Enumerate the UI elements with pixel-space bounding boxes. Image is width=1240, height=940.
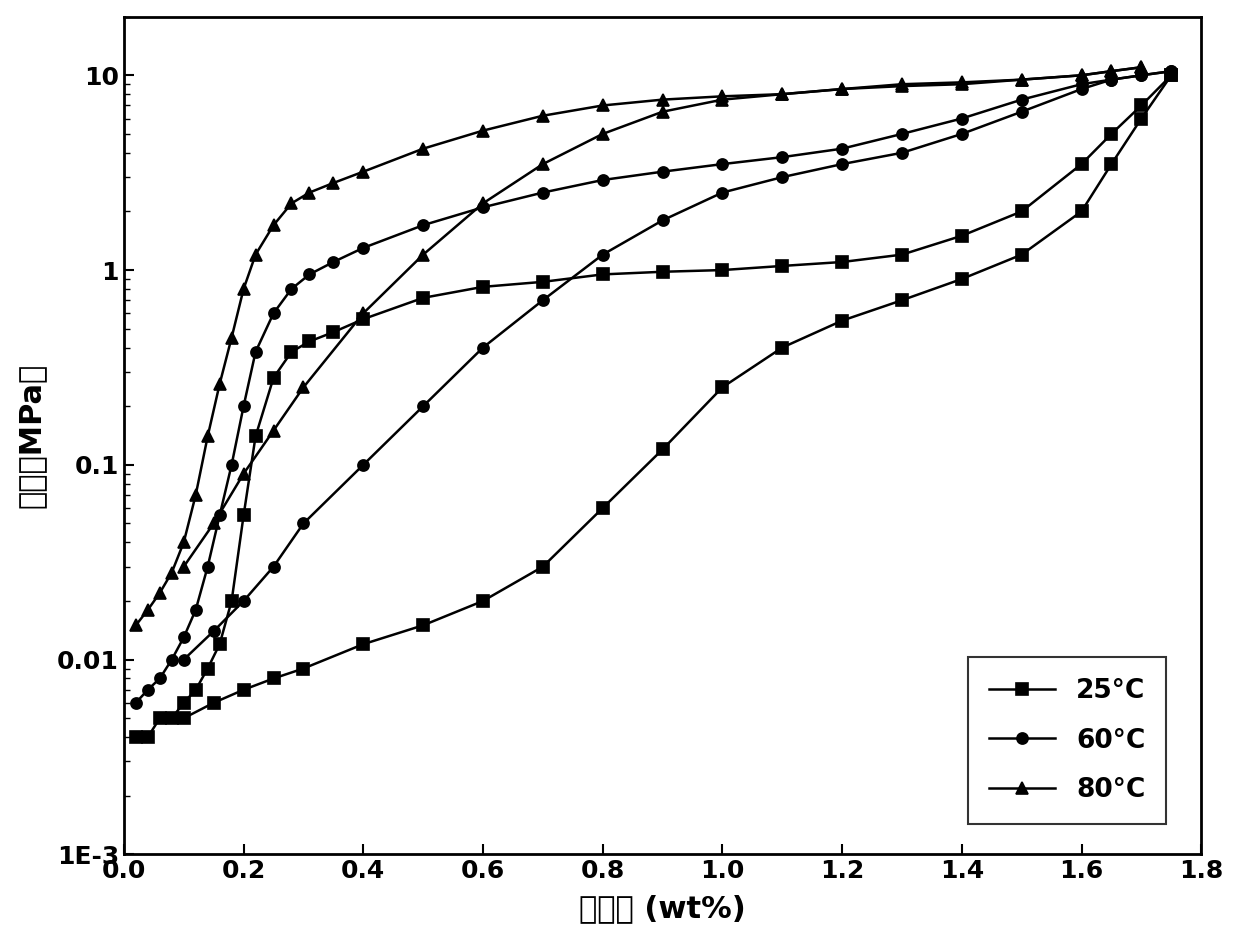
60°C bbox=[715, 159, 730, 170]
80°C bbox=[1133, 62, 1148, 73]
80°C bbox=[212, 379, 227, 390]
80°C bbox=[153, 588, 167, 599]
25°C bbox=[536, 276, 551, 288]
25°C bbox=[224, 595, 239, 606]
25°C bbox=[236, 509, 250, 521]
25°C bbox=[1133, 100, 1148, 111]
25°C bbox=[212, 638, 227, 650]
80°C bbox=[775, 88, 790, 100]
25°C bbox=[140, 731, 155, 743]
60°C bbox=[415, 220, 430, 231]
25°C bbox=[248, 431, 263, 442]
80°C bbox=[326, 178, 341, 189]
60°C bbox=[140, 684, 155, 696]
60°C bbox=[165, 654, 180, 666]
80°C bbox=[303, 187, 317, 198]
80°C bbox=[1104, 66, 1118, 77]
60°C bbox=[176, 632, 191, 643]
25°C bbox=[165, 713, 180, 724]
60°C bbox=[129, 697, 144, 709]
80°C bbox=[176, 537, 191, 548]
Line: 80°C: 80°C bbox=[130, 62, 1147, 631]
25°C bbox=[775, 260, 790, 272]
80°C bbox=[536, 110, 551, 121]
25°C bbox=[415, 292, 430, 304]
25°C bbox=[1164, 70, 1179, 81]
80°C bbox=[267, 220, 281, 231]
Y-axis label: 氢压（MPa）: 氢压（MPa） bbox=[16, 363, 46, 509]
80°C bbox=[248, 249, 263, 260]
25°C bbox=[200, 663, 215, 674]
80°C bbox=[129, 619, 144, 631]
25°C bbox=[188, 684, 203, 696]
60°C bbox=[188, 604, 203, 616]
60°C bbox=[248, 346, 263, 357]
Legend: 25°C, 60°C, 80°C: 25°C, 60°C, 80°C bbox=[968, 657, 1167, 824]
25°C bbox=[303, 336, 317, 347]
60°C bbox=[1074, 79, 1089, 90]
60°C bbox=[303, 269, 317, 280]
25°C bbox=[267, 372, 281, 384]
80°C bbox=[200, 431, 215, 442]
25°C bbox=[176, 697, 191, 709]
80°C bbox=[955, 77, 970, 88]
60°C bbox=[775, 151, 790, 163]
60°C bbox=[326, 257, 341, 268]
25°C bbox=[476, 281, 491, 292]
80°C bbox=[476, 125, 491, 136]
60°C bbox=[236, 400, 250, 412]
25°C bbox=[284, 346, 299, 357]
80°C bbox=[236, 283, 250, 294]
25°C bbox=[1014, 206, 1029, 217]
60°C bbox=[212, 509, 227, 521]
60°C bbox=[595, 174, 610, 185]
80°C bbox=[140, 604, 155, 616]
25°C bbox=[1074, 159, 1089, 170]
60°C bbox=[1164, 66, 1179, 77]
60°C bbox=[224, 459, 239, 470]
25°C bbox=[1104, 128, 1118, 139]
80°C bbox=[224, 332, 239, 343]
60°C bbox=[1014, 94, 1029, 105]
80°C bbox=[715, 90, 730, 102]
X-axis label: 氢含量 (wt%): 氢含量 (wt%) bbox=[579, 894, 746, 923]
80°C bbox=[835, 84, 849, 95]
80°C bbox=[1014, 74, 1029, 86]
60°C bbox=[1133, 70, 1148, 81]
60°C bbox=[894, 128, 909, 139]
60°C bbox=[356, 243, 371, 254]
60°C bbox=[655, 166, 670, 178]
25°C bbox=[129, 731, 144, 743]
80°C bbox=[894, 79, 909, 90]
80°C bbox=[595, 100, 610, 111]
25°C bbox=[595, 269, 610, 280]
80°C bbox=[188, 490, 203, 501]
60°C bbox=[536, 187, 551, 198]
80°C bbox=[415, 143, 430, 154]
25°C bbox=[894, 249, 909, 260]
60°C bbox=[153, 673, 167, 684]
60°C bbox=[284, 283, 299, 294]
25°C bbox=[715, 264, 730, 275]
60°C bbox=[476, 202, 491, 213]
Line: 60°C: 60°C bbox=[130, 66, 1177, 709]
60°C bbox=[267, 307, 281, 319]
80°C bbox=[165, 567, 180, 578]
80°C bbox=[655, 94, 670, 105]
25°C bbox=[835, 257, 849, 268]
80°C bbox=[1074, 70, 1089, 81]
80°C bbox=[284, 197, 299, 209]
60°C bbox=[835, 143, 849, 154]
25°C bbox=[356, 313, 371, 324]
Line: 25°C: 25°C bbox=[130, 70, 1177, 743]
60°C bbox=[1104, 74, 1118, 86]
80°C bbox=[356, 166, 371, 178]
60°C bbox=[955, 113, 970, 124]
25°C bbox=[326, 326, 341, 337]
25°C bbox=[955, 230, 970, 242]
25°C bbox=[655, 266, 670, 277]
60°C bbox=[200, 561, 215, 572]
25°C bbox=[153, 713, 167, 724]
